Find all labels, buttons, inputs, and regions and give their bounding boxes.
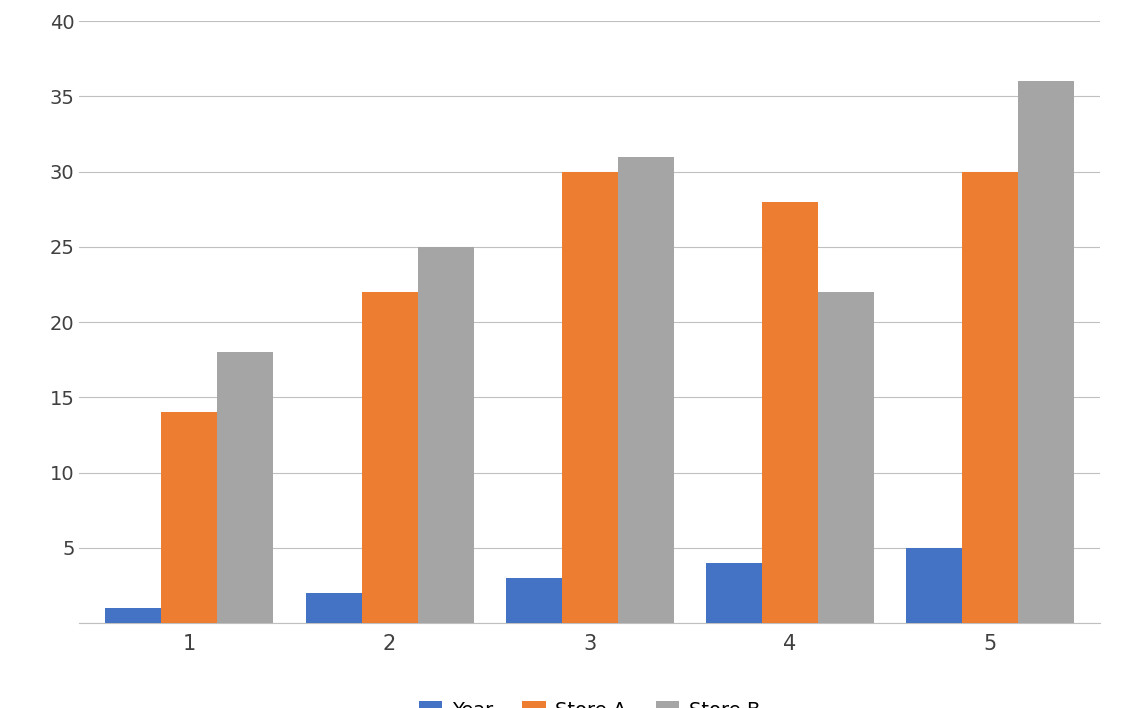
Bar [1018, 81, 1074, 623]
Bar [762, 202, 818, 623]
Bar [618, 156, 674, 623]
Bar [906, 548, 962, 623]
Bar [818, 292, 874, 623]
Bar [417, 247, 474, 623]
Bar [305, 593, 362, 623]
Legend: Year, Store A, Store B: Year, Store A, Store B [412, 693, 768, 708]
Bar [561, 171, 618, 623]
Bar [105, 608, 161, 623]
Bar [506, 578, 561, 623]
Bar [161, 412, 218, 623]
Bar [962, 171, 1018, 623]
Bar [705, 563, 762, 623]
Bar [362, 292, 417, 623]
Bar [218, 353, 273, 623]
